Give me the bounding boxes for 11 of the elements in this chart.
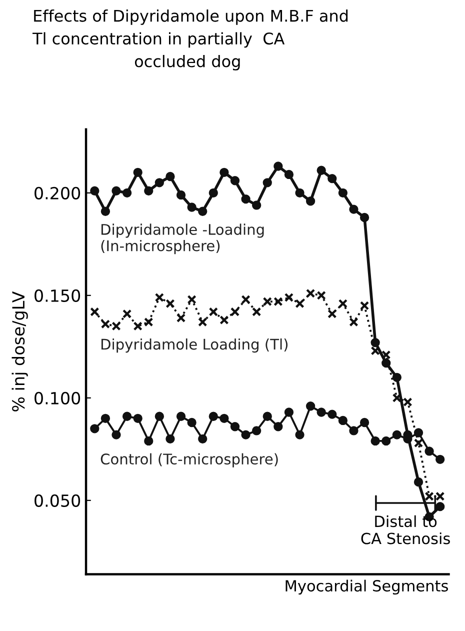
y-tick-label: 0.200 xyxy=(34,186,80,200)
series-label: Dipyridamole Loading (Tl) xyxy=(101,338,288,353)
y-axis-title: % inj dose/gLV xyxy=(12,291,28,412)
series-label: Control (Tc-microsphere) xyxy=(100,453,278,468)
annotation: Distal to CA Stenosis xyxy=(361,515,450,544)
y-tick-label: 0.050 xyxy=(34,494,80,507)
series-label: Dipyridamole -Loading (In-microsphere) xyxy=(101,224,264,254)
y-tick-label: 0.100 xyxy=(34,392,80,404)
y-tick-label: 0.150 xyxy=(34,289,80,302)
x-axis-title: Myocardial Segments xyxy=(286,580,448,595)
chart-title: Effects of Dipyridamole upon M.B.F and Tl concentration in partially CA occluded dog xyxy=(32,9,348,70)
